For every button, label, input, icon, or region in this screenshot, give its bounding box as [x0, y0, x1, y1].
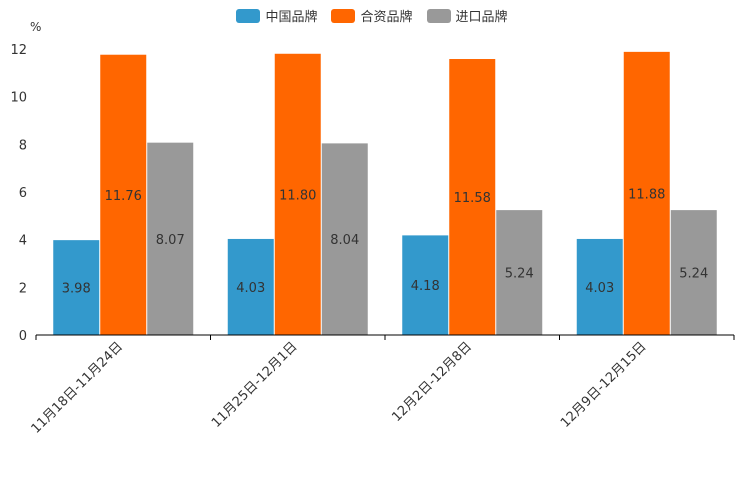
bar-value-label: 5.24	[679, 267, 708, 282]
legend-label-imported-brand: 进口品牌	[455, 10, 508, 25]
y-tick-label: 2	[19, 281, 27, 296]
legend-item-imported-brand[interactable]: 进口品牌	[426, 6, 508, 25]
bar	[670, 210, 717, 335]
bar-value-label: 8.04	[330, 233, 359, 248]
x-category-label: 12月9日-12月15日	[558, 339, 650, 431]
y-tick-label: 10	[10, 91, 27, 106]
y-axis-unit: %	[30, 20, 42, 34]
bar	[321, 143, 368, 335]
bar-value-label: 3.98	[62, 282, 91, 297]
bar	[53, 240, 100, 335]
legend-item-joint-venture-brand[interactable]: 合资品牌	[331, 6, 413, 25]
bar-value-label: 4.18	[411, 279, 440, 294]
legend-swatch-china-brand	[236, 8, 261, 23]
bar	[449, 59, 496, 335]
x-category-label: 11月18日-11月24日	[29, 339, 126, 436]
bar-value-label: 11.76	[105, 189, 142, 204]
y-tick-label: 12	[10, 43, 27, 58]
bar-value-label: 5.24	[505, 267, 534, 282]
bar	[623, 51, 670, 336]
bar	[576, 238, 623, 335]
bar	[100, 54, 147, 335]
x-category-label: 12月2日-12月8日	[389, 339, 475, 425]
bar-value-label: 11.80	[279, 188, 316, 203]
bar	[147, 142, 194, 335]
bar	[274, 53, 321, 336]
legend-swatch-imported-brand	[426, 8, 451, 23]
y-tick-label: 6	[19, 186, 27, 201]
y-tick-label: 8	[19, 138, 27, 153]
y-tick-label: 4	[19, 234, 27, 249]
legend-label-china-brand: 中国品牌	[265, 10, 318, 25]
bar	[496, 210, 543, 335]
bar	[227, 238, 274, 335]
y-tick-label: 0	[19, 329, 27, 344]
legend-item-china-brand[interactable]: 中国品牌	[236, 6, 317, 25]
legend: 中国品牌 合资品牌 进口品牌	[0, 6, 744, 25]
bar-value-label: 4.03	[236, 281, 265, 296]
bar-value-label: 8.07	[156, 233, 185, 248]
bar	[402, 235, 449, 335]
bar-value-label: 11.58	[454, 191, 491, 206]
bar-value-label: 11.88	[628, 187, 665, 202]
legend-label-joint-venture-brand: 合资品牌	[360, 10, 413, 25]
legend-swatch-joint-venture-brand	[331, 8, 356, 23]
x-category-label: 11月25日-12月1日	[209, 339, 301, 431]
bar-value-label: 4.03	[585, 281, 614, 296]
